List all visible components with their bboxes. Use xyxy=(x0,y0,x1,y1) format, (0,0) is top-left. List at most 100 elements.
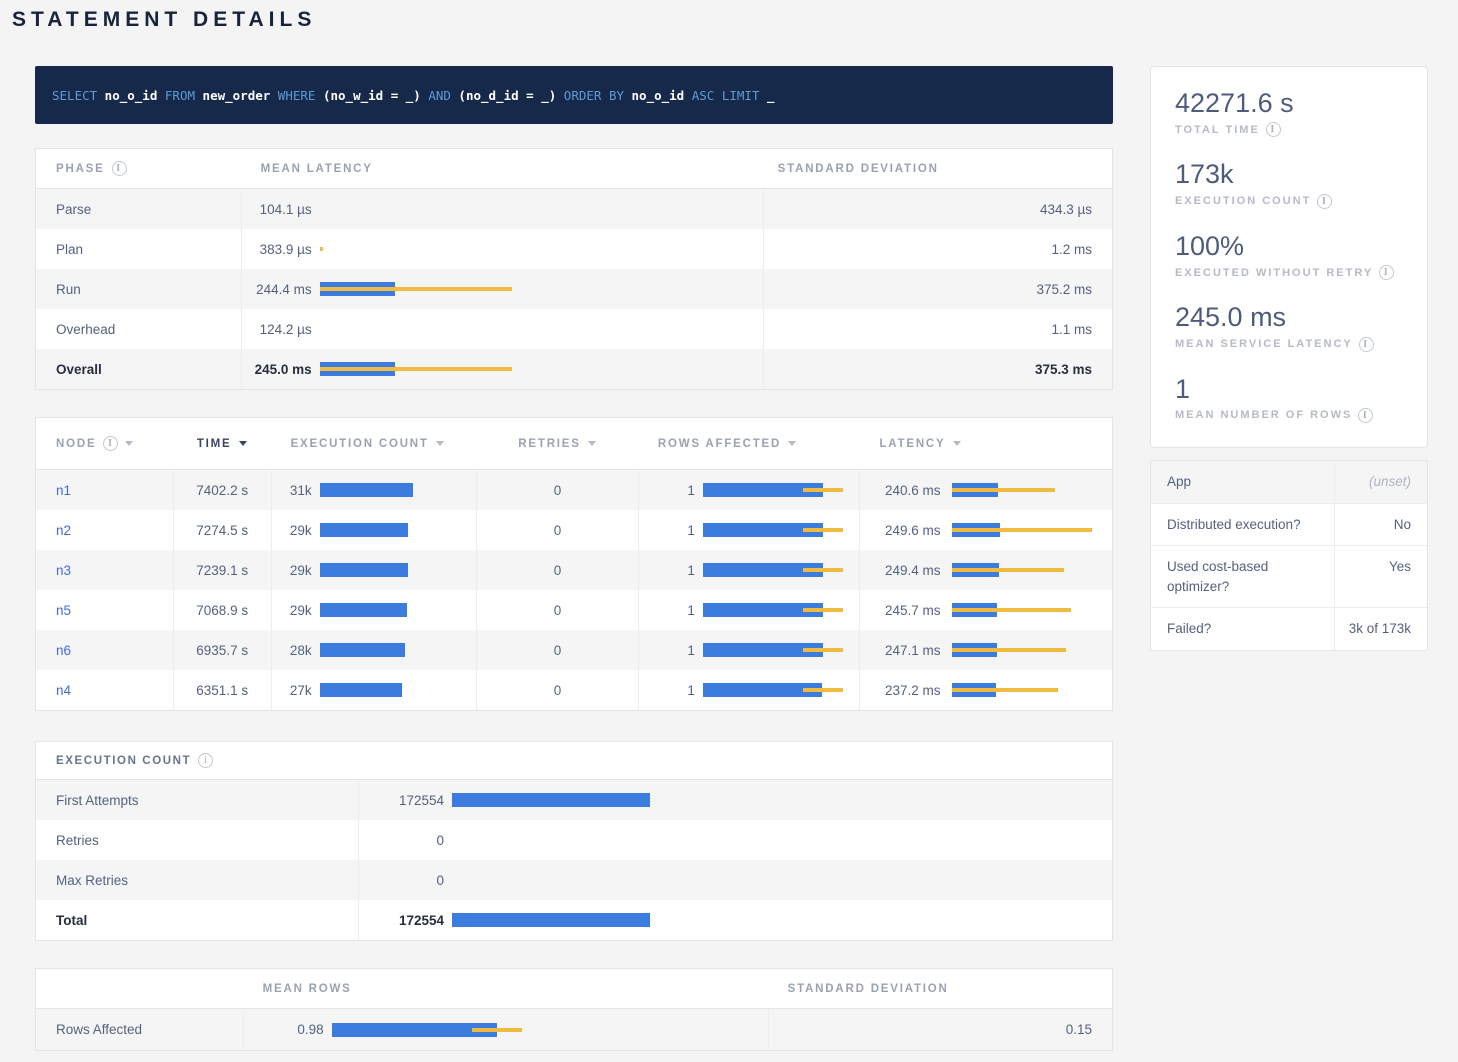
mean-rows-column-label: MEAN ROWS xyxy=(263,983,352,995)
details-row: Distributed execution?No xyxy=(1151,504,1427,547)
sql-identifier: new_order xyxy=(195,88,270,103)
latency-cell: 247.1 ms xyxy=(859,630,1112,670)
time-value: 7274.5 s xyxy=(196,523,248,538)
node-cell: n3 xyxy=(36,550,173,590)
stddev-column-header: STANDARD DEVIATION xyxy=(763,149,1112,188)
sort-caret-icon xyxy=(239,441,247,446)
mean-latency-column-label: MEAN LATENCY xyxy=(261,163,373,175)
node-link[interactable]: n5 xyxy=(56,603,71,618)
phase-table-row: Plan383.9 µs1.2 ms xyxy=(36,229,1112,269)
execution-count-value-cell: 0 xyxy=(358,860,1112,900)
stddev-cell: 375.2 ms xyxy=(763,269,1112,309)
latency-cell: 249.6 ms xyxy=(859,510,1112,550)
details-label: App xyxy=(1151,461,1334,503)
node-link[interactable]: n3 xyxy=(56,563,71,578)
rows-affected-row: Rows Affected0.980.15 xyxy=(36,1009,1112,1050)
sql-keyword: FROM xyxy=(157,88,195,103)
time-value: 7239.1 s xyxy=(196,563,248,578)
main-column: SELECT no_o_id FROM new_order WHERE (no_… xyxy=(35,66,1113,1051)
mean-latency-cell: 104.1 µs xyxy=(241,189,763,229)
info-icon[interactable]: i xyxy=(112,161,127,176)
execution-count-value: 29k xyxy=(272,523,312,538)
info-icon[interactable]: i xyxy=(198,753,213,768)
mean-latency-value: 124.2 µs xyxy=(242,322,312,337)
stddev-cell: 375.3 ms xyxy=(763,349,1112,389)
phase-table-row: Overall245.0 ms375.3 ms xyxy=(36,349,1112,389)
execution-count-row: First Attempts172554 xyxy=(36,780,1112,820)
summary-stat: 1MEAN NUMBER OF ROWSi xyxy=(1175,373,1403,423)
mean-bar xyxy=(320,603,407,617)
details-value: (unset) xyxy=(1334,461,1427,503)
mean-latency-cell: 383.9 µs xyxy=(241,229,763,269)
rows-affected-value: 1 xyxy=(639,683,695,698)
stddev-value: 434.3 µs xyxy=(1040,202,1092,217)
info-icon[interactable]: i xyxy=(1358,408,1373,423)
details-label: Used cost-based optimizer? xyxy=(1151,546,1334,607)
rows-affected-table-header: MEAN ROWS STANDARD DEVIATION xyxy=(36,969,1112,1009)
mean-rows-bar-chart xyxy=(332,1023,768,1037)
node-column-header-latency[interactable]: LATENCY xyxy=(859,418,1112,469)
rows-affected-cell: 1 xyxy=(638,670,860,710)
stddev-bar xyxy=(803,688,843,692)
execution-count-row: Max Retries 0 xyxy=(36,860,1112,900)
info-icon[interactable]: i xyxy=(1379,265,1394,280)
node-link[interactable]: n2 xyxy=(56,523,71,538)
stddev-bar xyxy=(472,1028,522,1032)
node-link[interactable]: n6 xyxy=(56,643,71,658)
mean-latency-cell: 244.4 ms xyxy=(241,269,763,309)
time-cell: 7068.9 s xyxy=(173,590,271,630)
stat-label: MEAN SERVICE LATENCY i xyxy=(1175,337,1403,352)
retries-value: 0 xyxy=(554,683,562,698)
sort-caret-icon xyxy=(788,441,796,446)
details-label: Failed? xyxy=(1151,608,1334,650)
retries-cell: 0 xyxy=(476,470,638,510)
sql-keyword: SELECT xyxy=(52,88,97,103)
rows-affected-bar-chart xyxy=(703,523,860,537)
execution-count-label-cell: Retries xyxy=(36,820,358,860)
execution-count-label-cell: Total xyxy=(36,900,358,940)
execution-count-label-cell: Max Retries xyxy=(36,860,358,900)
stddev-cell: 434.3 µs xyxy=(763,189,1112,229)
mean-bar xyxy=(320,563,408,577)
mean-latency-value: 245.0 ms xyxy=(242,362,312,377)
execution-count-bar-chart xyxy=(320,683,477,697)
info-icon[interactable]: i xyxy=(1317,194,1332,209)
node-link[interactable]: n4 xyxy=(56,683,71,698)
sql-keyword: ORDER BY xyxy=(556,88,624,103)
stddev-bar xyxy=(952,528,1092,532)
details-value: Yes xyxy=(1334,546,1427,607)
execution-count-label-cell: First Attempts xyxy=(36,780,358,820)
info-icon[interactable]: i xyxy=(1359,337,1374,352)
node-column-header-rows-affected[interactable]: ROWS AFFECTED xyxy=(638,418,860,469)
rows-affected-cell: 1 xyxy=(638,470,860,510)
phase-table: PHASE i MEAN LATENCY STANDARD DEVIATION … xyxy=(35,148,1113,390)
node-column-header-execution-count[interactable]: EXECUTION COUNT xyxy=(271,418,477,469)
rows-affected-value: 1 xyxy=(639,523,695,538)
details-label: Distributed execution? xyxy=(1151,504,1334,546)
execution-count-cell: 29k xyxy=(271,590,477,630)
stat-label-text: TOTAL TIME xyxy=(1175,124,1260,136)
sql-keyword: ASC xyxy=(684,88,714,103)
mean-rows-value: 0.98 xyxy=(244,1022,324,1037)
node-link[interactable]: n1 xyxy=(56,483,71,498)
phase-name-cell: Run xyxy=(36,269,241,309)
time-value: 7402.2 s xyxy=(196,483,248,498)
column-header-label: ROWS AFFECTED xyxy=(658,438,781,450)
stddev-column-header: STANDARD DEVIATION xyxy=(768,969,1112,1008)
page-title: STATEMENT DETAILS xyxy=(12,8,1458,32)
details-row: Used cost-based optimizer?Yes xyxy=(1151,546,1427,608)
stat-label-text: MEAN SERVICE LATENCY xyxy=(1175,338,1353,350)
node-column-header-retries[interactable]: RETRIES xyxy=(476,418,638,469)
rows-affected-cell: 1 xyxy=(638,550,860,590)
node-column-header-time[interactable]: TIME xyxy=(173,418,271,469)
latency-bar-chart xyxy=(952,523,1112,537)
node-column-header-node[interactable]: NODEi xyxy=(36,418,173,469)
statement-sql-box: SELECT no_o_id FROM new_order WHERE (no_… xyxy=(35,66,1113,124)
execution-count-value: 29k xyxy=(272,563,312,578)
execution-count-cell: 29k xyxy=(271,550,477,590)
info-icon[interactable]: i xyxy=(1266,122,1281,137)
execution-count-label: Max Retries xyxy=(56,873,128,888)
stat-label-text: MEAN NUMBER OF ROWS xyxy=(1175,409,1352,421)
info-icon[interactable]: i xyxy=(103,436,118,451)
execution-count-bar-chart xyxy=(452,873,1112,887)
